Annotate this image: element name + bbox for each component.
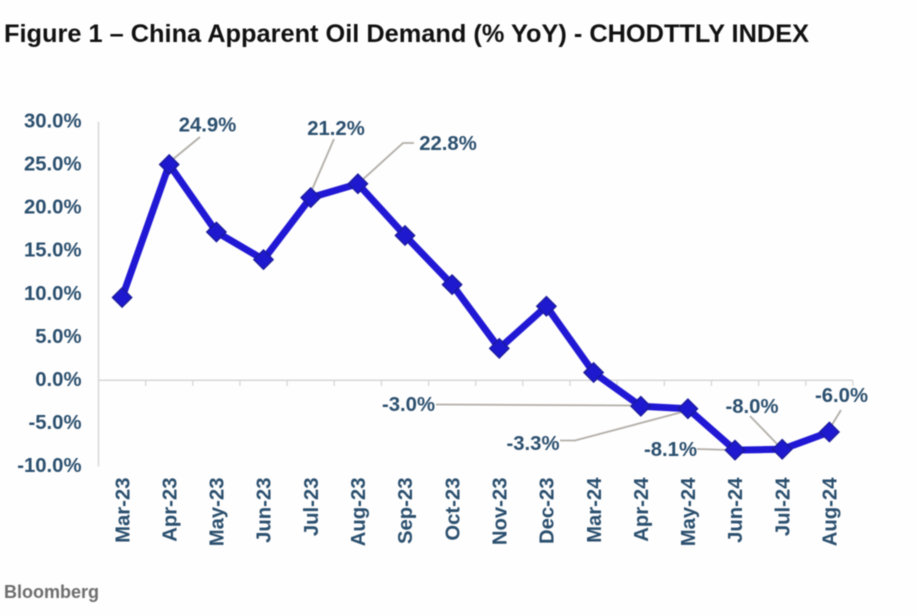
svg-text:-3.0%: -3.0% [382, 394, 435, 416]
svg-text:-10.0%: -10.0% [17, 455, 81, 477]
svg-text:Jul-23: Jul-23 [301, 478, 323, 537]
svg-text:22.8%: 22.8% [419, 133, 477, 155]
svg-text:Figure 1 – China Apparent Oil: Figure 1 – China Apparent Oil Demand (% … [4, 20, 809, 48]
svg-text:-3.3%: -3.3% [507, 433, 560, 455]
svg-text:Mar-23: Mar-23 [112, 478, 134, 543]
svg-text:Aug-23: Aug-23 [348, 478, 370, 547]
svg-text:Mar-24: Mar-24 [584, 477, 606, 543]
svg-text:21.2%: 21.2% [307, 118, 365, 140]
svg-text:Bloomberg: Bloomberg [4, 582, 99, 602]
svg-text:-8.0%: -8.0% [726, 396, 779, 418]
svg-text:-5.0%: -5.0% [29, 412, 82, 434]
svg-text:-6.0%: -6.0% [815, 385, 868, 407]
svg-text:10.0%: 10.0% [24, 283, 82, 305]
svg-text:Jun-24: Jun-24 [725, 477, 747, 543]
svg-text:May-24: May-24 [678, 477, 700, 546]
svg-text:24.9%: 24.9% [179, 115, 237, 137]
svg-text:Apr-24: Apr-24 [631, 477, 653, 542]
svg-text:May-23: May-23 [207, 478, 229, 547]
svg-text:-8.1%: -8.1% [644, 439, 697, 461]
svg-text:Aug-24: Aug-24 [820, 477, 842, 546]
svg-text:Apr-23: Apr-23 [159, 478, 181, 542]
svg-text:5.0%: 5.0% [35, 326, 81, 348]
svg-text:Jul-24: Jul-24 [772, 477, 794, 536]
svg-text:Nov-23: Nov-23 [490, 478, 512, 546]
svg-text:Jun-23: Jun-23 [254, 478, 276, 543]
svg-text:Oct-23: Oct-23 [442, 478, 464, 541]
svg-text:15.0%: 15.0% [24, 240, 82, 262]
svg-text:Sep-23: Sep-23 [395, 478, 417, 545]
svg-text:25.0%: 25.0% [24, 154, 82, 176]
svg-text:0.0%: 0.0% [35, 369, 81, 391]
svg-text:20.0%: 20.0% [24, 197, 82, 219]
svg-text:30.0%: 30.0% [24, 110, 82, 132]
svg-text:Dec-23: Dec-23 [537, 478, 559, 545]
